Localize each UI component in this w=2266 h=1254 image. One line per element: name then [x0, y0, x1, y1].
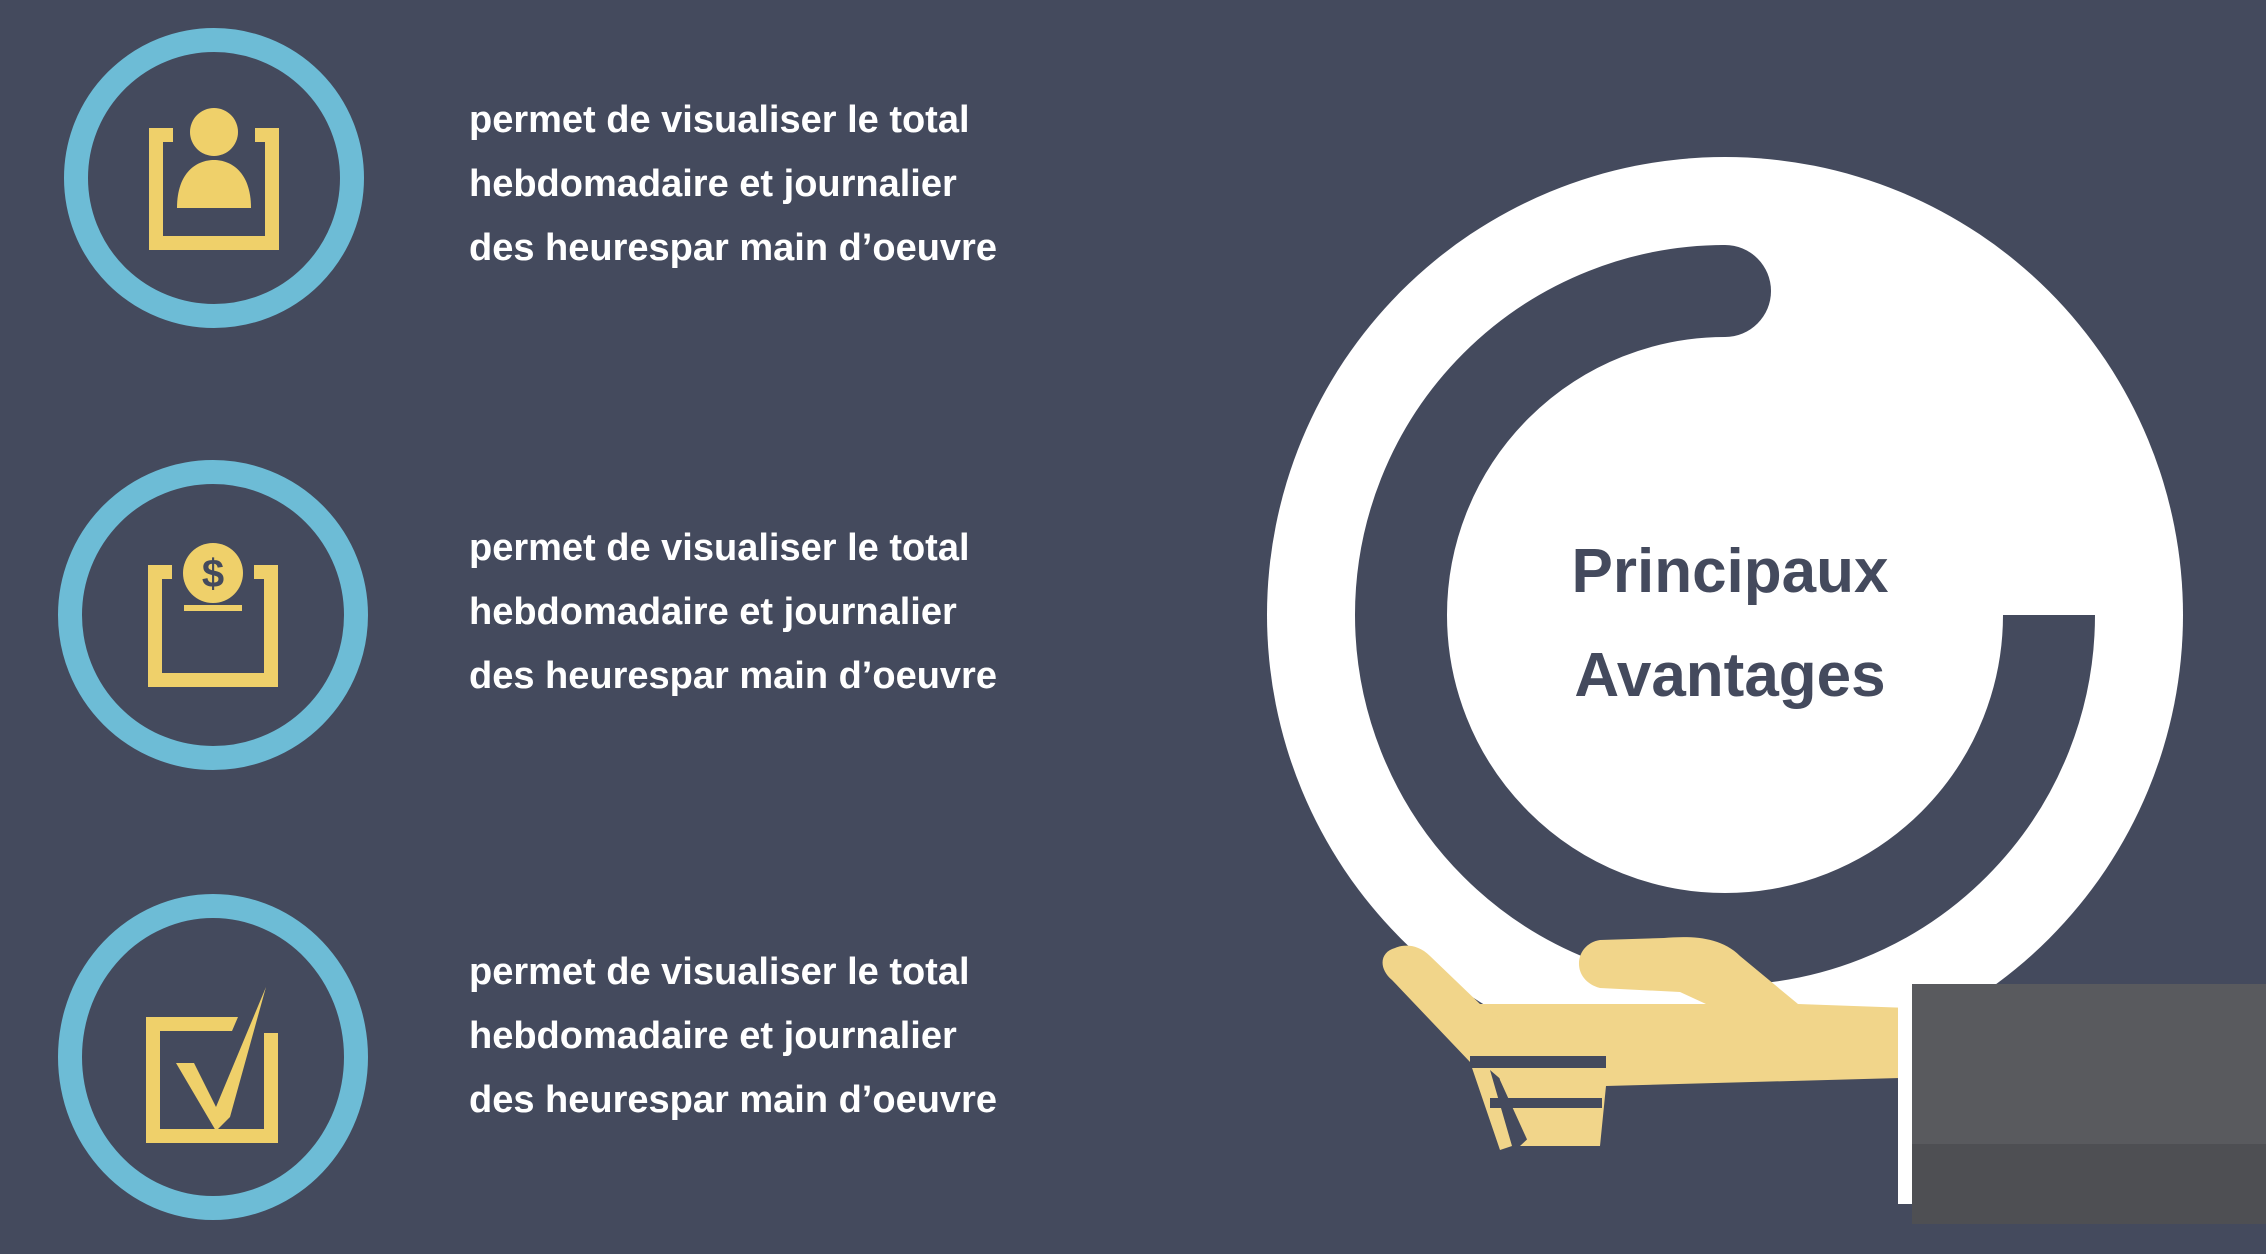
feature-item-1: permet de visualiser le total hebdomadai… [0, 24, 1100, 364]
feature-ring [64, 28, 364, 328]
feature-description: permet de visualiser le total hebdomadai… [469, 516, 1089, 708]
feature-line: permet de visualiser le total [469, 527, 970, 569]
feature-line: hebdomadaire et journalier [469, 163, 957, 205]
feature-ring [58, 894, 368, 1220]
feature-line: des heurespar main d’oeuvre [469, 227, 997, 269]
money-clipboard-icon: $ [148, 543, 278, 687]
feature-line: hebdomadaire et journalier [469, 591, 957, 633]
feature-description: permet de visualiser le total hebdomadai… [469, 88, 1089, 280]
feature-line: des heurespar main d’oeuvre [469, 655, 997, 697]
feature-item-3: permet de visualiser le total hebdomadai… [0, 894, 1100, 1234]
feature-line: permet de visualiser le total [469, 99, 970, 141]
headline-line-2: Avantages [1574, 641, 1886, 710]
feature-description: permet de visualiser le total hebdomadai… [469, 940, 1089, 1132]
svg-text:$: $ [202, 552, 224, 596]
sleeve [1898, 984, 2266, 1224]
feature-line: des heurespar main d’oeuvre [469, 1079, 997, 1121]
hand-icon [1382, 937, 1910, 1150]
progress-arc [1355, 245, 2095, 985]
headline-line-1: Principaux [1571, 537, 1889, 606]
feature-line: permet de visualiser le total [469, 951, 970, 993]
feature-ring: $ [58, 460, 368, 770]
feature-line: hebdomadaire et journalier [469, 1015, 957, 1057]
headline: Principaux Avantages [1420, 520, 2040, 728]
feature-item-2: $ permet de visualiser le total hebdomad… [0, 460, 1100, 800]
user-clipboard-icon [149, 108, 279, 250]
checkbox-icon [146, 987, 278, 1143]
hand-holding-circle-illustration [1267, 157, 2266, 1224]
